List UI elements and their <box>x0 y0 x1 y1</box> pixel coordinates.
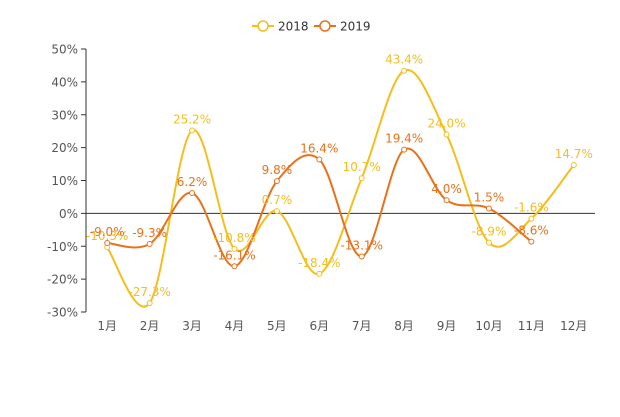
data-label-2019: -16.1% <box>213 248 255 262</box>
series-line-2018 <box>106 68 575 308</box>
y-tick-label: 30% <box>51 108 78 122</box>
data-point-2018 <box>570 162 577 169</box>
y-tick-label: 40% <box>51 75 78 89</box>
data-point-2019 <box>485 205 492 212</box>
data-label-2018: 43.4% <box>385 53 423 67</box>
data-label-2019: -13.1% <box>340 238 382 252</box>
data-label-2018: -10.3% <box>86 229 128 243</box>
x-tick-label: 11月 <box>518 319 545 333</box>
x-tick-label: 1月 <box>97 319 117 333</box>
data-label-2018: 14.7% <box>555 147 593 161</box>
data-label-2018: 25.2% <box>173 113 211 127</box>
legend-label-2018: 2018 <box>278 20 309 34</box>
x-tick-label: 7月 <box>352 319 372 333</box>
data-label-2018: -10.8% <box>213 231 255 245</box>
y-tick-label: -10% <box>47 240 78 254</box>
y-tick-label: -20% <box>47 273 78 287</box>
data-point-2018 <box>528 215 535 222</box>
data-point-2018 <box>146 300 153 307</box>
data-point-2019 <box>443 197 450 204</box>
data-label-2018: 24.0% <box>427 116 465 130</box>
x-tick-label: 9月 <box>437 319 457 333</box>
legend-marker-2018 <box>257 20 269 32</box>
data-point-2018 <box>231 245 238 252</box>
data-point-2018 <box>401 67 408 74</box>
x-tick-label: 8月 <box>394 319 414 333</box>
data-point-2019 <box>231 263 238 270</box>
data-point-2018 <box>358 175 365 182</box>
x-tick-label: 10月 <box>475 319 502 333</box>
data-label-2019: 1.5% <box>474 190 505 204</box>
data-point-2019 <box>358 253 365 260</box>
data-label-2019: 9.8% <box>262 163 293 177</box>
data-point-2019 <box>316 156 323 163</box>
data-label-2019: 4.0% <box>431 182 462 196</box>
y-tick-label: 10% <box>51 174 78 188</box>
y-axis: -30% -20% -10% 0% 10% 20% 30% 40% 50% <box>47 43 87 320</box>
x-tick-label: 3月 <box>182 319 202 333</box>
data-point-2018 <box>443 131 450 138</box>
data-label-2019: 16.4% <box>300 141 338 155</box>
data-label-2018: -27.3% <box>128 285 170 299</box>
data-label-layer: -10.3% -27.3% 25.2% -10.8% 0.7% -18.4% 10.7% 43… <box>86 53 593 299</box>
data-label-2019: -8.6% <box>514 224 549 238</box>
legend: 2018 2019 <box>252 20 371 34</box>
y-tick-label: 0% <box>59 207 78 221</box>
data-point-2018 <box>273 208 280 215</box>
legend-label-2019: 2019 <box>340 20 371 34</box>
x-tick-label: 2月 <box>140 319 160 333</box>
data-point-2019 <box>273 178 280 185</box>
data-point-2018 <box>485 239 492 246</box>
y-tick-label: -30% <box>47 306 78 320</box>
data-label-2018: -1.6% <box>514 201 549 215</box>
data-point-2019 <box>401 146 408 153</box>
x-tick-label: 12月 <box>560 319 587 333</box>
x-tick-label: 6月 <box>309 319 329 333</box>
data-label-2019: 6.2% <box>177 175 208 189</box>
data-label-2018: 0.7% <box>262 193 293 207</box>
data-point-2018 <box>316 270 323 277</box>
y-tick-label: 50% <box>51 43 78 57</box>
legend-marker-2019 <box>319 20 331 32</box>
data-point-2019 <box>104 239 111 246</box>
data-point-2019 <box>189 189 196 196</box>
y-tick-label: 20% <box>51 141 78 155</box>
data-label-2019: 19.4% <box>385 132 423 146</box>
data-label-2018: -18.4% <box>298 256 340 270</box>
data-label-2018: -8.9% <box>472 225 507 239</box>
data-point-2019 <box>528 238 535 245</box>
data-label-2018: 10.7% <box>343 160 381 174</box>
series-layer <box>104 67 577 308</box>
data-label-2019: -9.0% <box>90 225 125 239</box>
x-tick-label: 4月 <box>225 319 245 333</box>
x-tick-label: 5月 <box>267 319 287 333</box>
data-label-2019: -9.3% <box>132 226 167 240</box>
data-point-2018 <box>189 127 196 134</box>
data-point-2019 <box>146 240 153 247</box>
